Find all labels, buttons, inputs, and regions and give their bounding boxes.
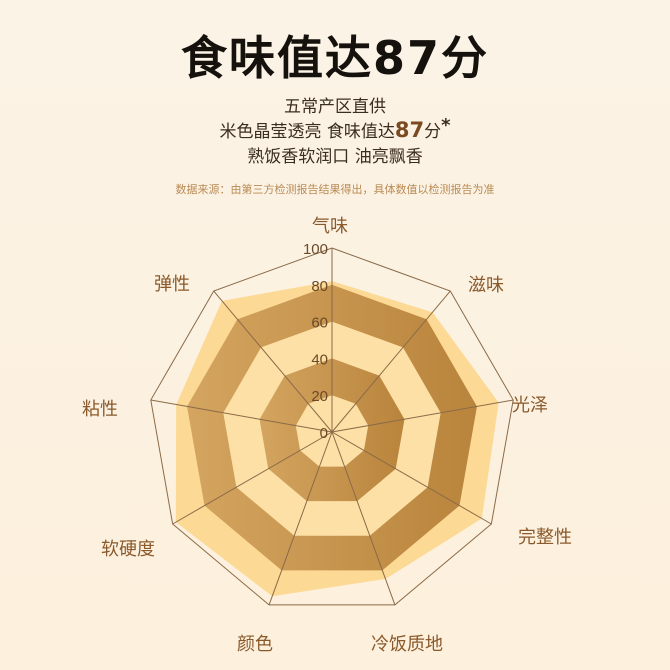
axis-spoke — [331, 431, 492, 525]
tick-label: 40 — [311, 351, 328, 368]
axis-spoke — [213, 290, 333, 433]
subtitle-line3: 熟饭香软润口 油亮飘香 — [247, 147, 423, 167]
axis-label: 滋味 — [468, 275, 504, 296]
axis-label: 颜色 — [237, 634, 273, 655]
axis-spoke — [172, 431, 333, 525]
tick-label: 60 — [311, 315, 328, 332]
line2-suffix: 分 — [424, 122, 442, 142]
line2-prefix: 米色晶莹透亮 食味值达 — [219, 122, 395, 142]
tick-label: 100 — [303, 241, 328, 258]
axis-label: 软硬度 — [101, 539, 155, 560]
score-highlight: 87 — [394, 118, 425, 142]
tick-label: 0 — [320, 425, 328, 442]
axis-spoke — [331, 431, 396, 606]
axis-label: 光泽 — [512, 395, 548, 416]
tick-label: 80 — [311, 278, 328, 295]
tick-label: 20 — [311, 388, 328, 405]
axis-label: 完整性 — [518, 527, 572, 548]
subtitle-line1: 五常产区直供 — [284, 97, 386, 117]
axis-label: 气味 — [312, 216, 348, 237]
axis-label: 冷饭质地 — [371, 634, 443, 655]
axis-spoke — [331, 399, 514, 433]
page-title: 食味值达87分 — [180, 31, 489, 85]
footnote-mark: * — [441, 115, 451, 136]
grid-ring-100 — [150, 247, 514, 606]
axis-spoke — [268, 431, 333, 606]
axis-spoke — [331, 290, 451, 433]
axis-label: 粘性 — [82, 399, 118, 420]
axis-label: 弹性 — [154, 274, 190, 295]
axis-spoke — [150, 399, 333, 433]
subtitle-line2: 米色晶莹透亮 食味值达87分* — [0, 115, 670, 142]
data-source-note: 数据来源：由第三方检测报告结果得出，具体数值以检测报告为准 — [175, 183, 495, 196]
